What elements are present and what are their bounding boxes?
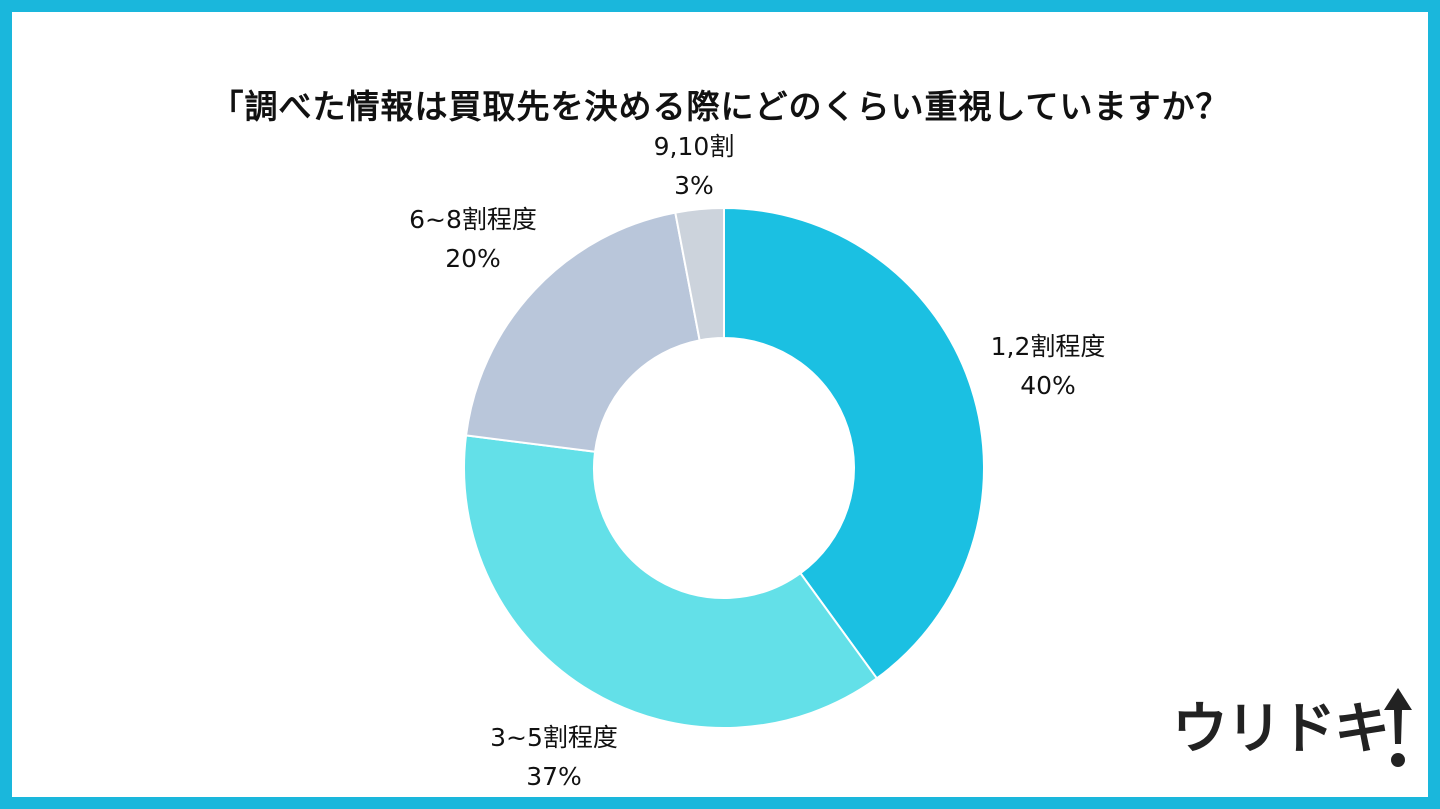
slice-value-label-3: 20% [445,244,501,273]
chart-title: 「調べた情報は買取先を決める際にどのくらい重視していますか？ [210,87,1230,126]
pie-slice-1 [723,206,985,680]
arrow-up-icon [1384,688,1412,767]
slice-label-4: 9,10割 [654,132,735,161]
slice-value-label-2: 37% [526,762,582,791]
slice-value-label-4: 3% [674,171,714,200]
slice-value-label-1: 40% [1020,371,1076,400]
slice-label-2: 3~5割程度 [490,723,618,752]
slice-label-3: 6~8割程度 [409,205,537,234]
pie-slice-2 [463,434,879,729]
pie-slice-4 [674,206,725,342]
pie-slice-3 [464,211,701,453]
brand-logo-text: ウリドキ [1172,697,1390,762]
brand-logo: ウリドキ [1172,688,1412,772]
slice-label-1: 1,2割程度 [991,332,1106,361]
